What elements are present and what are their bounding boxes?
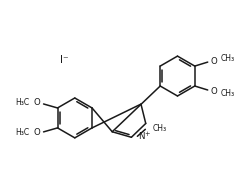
Text: +: + <box>144 131 149 137</box>
Text: H₃C: H₃C <box>15 128 30 137</box>
Text: O: O <box>211 57 218 66</box>
Text: N: N <box>138 132 145 141</box>
Text: CH₃: CH₃ <box>152 124 166 133</box>
Text: O: O <box>34 98 40 107</box>
Text: I⁻: I⁻ <box>60 55 69 65</box>
Text: CH₃: CH₃ <box>221 54 235 63</box>
Text: O: O <box>34 128 40 137</box>
Text: H₃C: H₃C <box>15 98 30 107</box>
Text: O: O <box>211 87 218 95</box>
Text: CH₃: CH₃ <box>221 90 235 98</box>
